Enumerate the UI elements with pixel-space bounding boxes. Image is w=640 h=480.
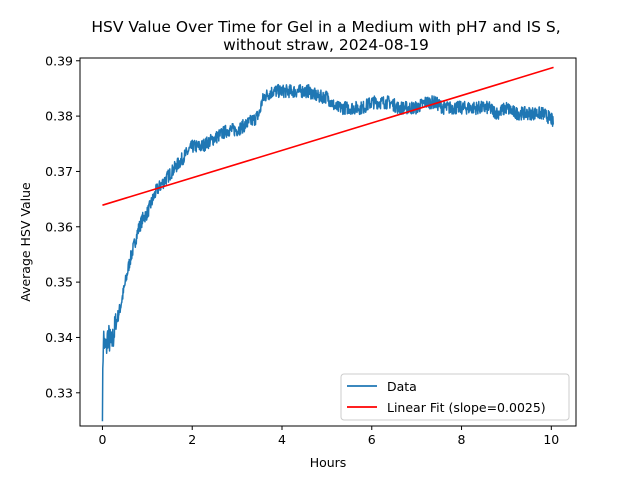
x-axis: 0 2 4 6 8 10 (98, 426, 559, 447)
x-tick-label: 6 (368, 432, 376, 447)
legend-data-label: Data (387, 379, 417, 394)
axes-frame (79, 57, 577, 427)
x-tick-label: 0 (98, 432, 106, 447)
plot-area (101, 66, 555, 422)
chart-title-line2: without straw, 2024-08-19 (223, 36, 429, 54)
linear-fit-line (102, 66, 554, 206)
x-tick-label: 4 (278, 432, 286, 447)
y-tick-label: 0.36 (45, 219, 73, 234)
y-tick-label: 0.38 (45, 109, 73, 124)
y-tick-label: 0.35 (45, 275, 73, 290)
legend-box (340, 373, 570, 421)
data-series-line (101, 83, 555, 422)
chart-title-line1: HSV Value Over Time for Gel in a Medium … (91, 18, 560, 36)
legend: Data Linear Fit (slope=0.0025) (340, 373, 570, 421)
y-tick-label: 0.33 (45, 385, 73, 400)
y-axis-label: Average HSV Value (18, 182, 33, 302)
x-axis-label: Hours (310, 455, 347, 470)
y-axis: 0.33 0.34 0.35 0.36 0.37 0.38 0.39 (45, 53, 80, 400)
x-tick-label: 2 (188, 432, 196, 447)
y-tick-label: 0.34 (45, 330, 73, 345)
y-tick-label: 0.37 (45, 164, 73, 179)
x-tick-label: 10 (543, 432, 559, 447)
x-tick-label: 8 (458, 432, 466, 447)
y-tick-label: 0.39 (45, 53, 73, 68)
legend-fit-label: Linear Fit (slope=0.0025) (387, 400, 546, 415)
